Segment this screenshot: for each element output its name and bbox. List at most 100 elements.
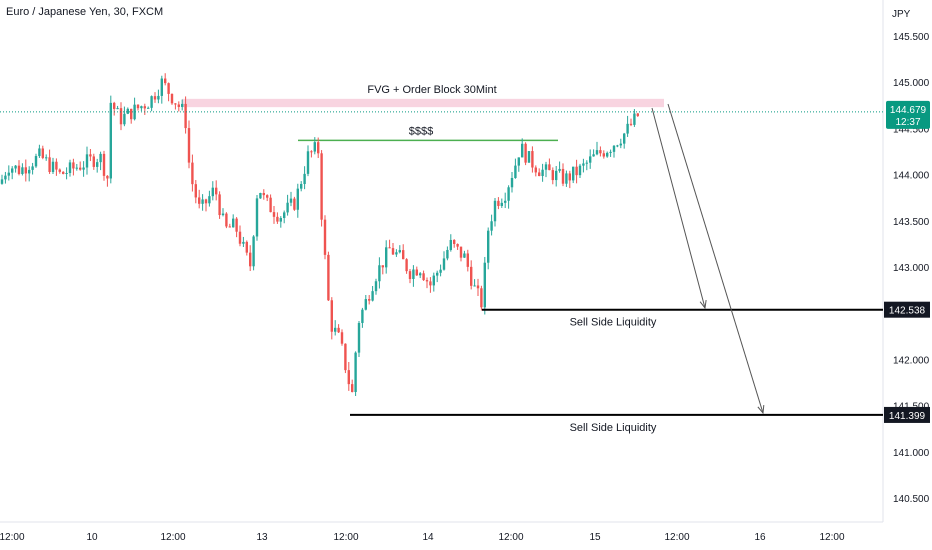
candle-body[interactable]	[150, 96, 153, 108]
candle-body[interactable]	[143, 106, 146, 109]
candle-body[interactable]	[510, 177, 514, 188]
candle-body[interactable]	[96, 162, 99, 167]
candle-body[interactable]	[340, 332, 344, 344]
candle-body[interactable]	[41, 148, 44, 158]
candle-body[interactable]	[368, 299, 371, 301]
candle-body[interactable]	[425, 280, 429, 282]
candle-body[interactable]	[572, 166, 575, 181]
candle-body[interactable]	[446, 249, 449, 259]
candle-body[interactable]	[92, 156, 95, 167]
candle-body[interactable]	[99, 153, 102, 163]
candle-body[interactable]	[262, 192, 265, 196]
candle-body[interactable]	[548, 164, 551, 171]
candle-body[interactable]	[266, 195, 269, 198]
candle-body[interactable]	[252, 236, 255, 267]
candle-body[interactable]	[75, 167, 78, 169]
candle-body[interactable]	[153, 96, 157, 100]
candle-body[interactable]	[408, 271, 412, 279]
candle-body[interactable]	[232, 218, 235, 228]
candle-body[interactable]	[344, 343, 347, 371]
candle-body[interactable]	[419, 273, 422, 276]
candle-body[interactable]	[272, 212, 276, 217]
candle-body[interactable]	[184, 103, 187, 129]
candle-body[interactable]	[249, 252, 252, 267]
candle-body[interactable]	[283, 212, 286, 219]
candle-body[interactable]	[126, 108, 129, 114]
candle-body[interactable]	[374, 281, 378, 292]
candle-body[interactable]	[429, 281, 432, 286]
candle-body[interactable]	[303, 173, 306, 185]
candle-body[interactable]	[28, 169, 31, 174]
candle-body[interactable]	[31, 166, 34, 170]
candle-body[interactable]	[456, 243, 459, 247]
candle-body[interactable]	[415, 269, 418, 276]
candle-body[interactable]	[55, 161, 58, 170]
candle-body[interactable]	[45, 157, 48, 159]
candle-body[interactable]	[187, 128, 191, 163]
candle-body[interactable]	[147, 107, 150, 109]
candle-body[interactable]	[24, 167, 27, 174]
candle-body[interactable]	[221, 213, 225, 216]
candle-body[interactable]	[11, 168, 14, 173]
candle-body[interactable]	[119, 108, 123, 125]
candle-body[interactable]	[402, 250, 405, 260]
candle-body[interactable]	[480, 288, 483, 308]
candle-body[interactable]	[181, 103, 184, 107]
candle-body[interactable]	[113, 102, 116, 109]
candle-body[interactable]	[293, 198, 296, 210]
candle-body[interactable]	[177, 104, 180, 107]
candle-body[interactable]	[436, 272, 439, 276]
candle-body[interactable]	[130, 108, 133, 120]
candle-body[interactable]	[612, 145, 616, 152]
candle-body[interactable]	[62, 171, 65, 174]
candle-body[interactable]	[225, 213, 228, 227]
candle-body[interactable]	[228, 226, 231, 228]
candle-body[interactable]	[381, 265, 384, 268]
candle-body[interactable]	[51, 161, 55, 172]
candle-body[interactable]	[623, 133, 626, 144]
candle-body[interactable]	[364, 299, 367, 310]
candle-body[interactable]	[636, 113, 639, 116]
candle-body[interactable]	[286, 202, 289, 213]
candle-body[interactable]	[385, 247, 388, 268]
candle-body[interactable]	[296, 188, 299, 210]
candle-body[interactable]	[561, 168, 565, 184]
candle-body[interactable]	[391, 248, 395, 255]
candle-body[interactable]	[337, 327, 340, 333]
candle-body[interactable]	[323, 219, 327, 255]
candle-body[interactable]	[160, 78, 163, 96]
candle-body[interactable]	[320, 153, 323, 220]
candle-body[interactable]	[538, 172, 541, 177]
candle-body[interactable]	[432, 275, 435, 286]
candle-body[interactable]	[170, 93, 174, 104]
candle-body[interactable]	[606, 152, 609, 157]
candle-body[interactable]	[422, 273, 425, 281]
candle-body[interactable]	[405, 259, 408, 272]
candle-body[interactable]	[442, 258, 446, 270]
candle-body[interactable]	[609, 151, 612, 153]
candle-body[interactable]	[398, 250, 401, 253]
candle-body[interactable]	[476, 285, 480, 289]
candle-body[interactable]	[269, 197, 272, 213]
candle-body[interactable]	[527, 151, 531, 163]
candle-body[interactable]	[483, 262, 486, 308]
candle-body[interactable]	[544, 164, 548, 170]
candle-body[interactable]	[7, 172, 10, 176]
candle-body[interactable]	[463, 253, 466, 258]
candle-body[interactable]	[327, 254, 330, 301]
candle-body[interactable]	[85, 154, 89, 168]
candle-body[interactable]	[317, 142, 320, 154]
candle-body[interactable]	[245, 241, 248, 253]
candle-body[interactable]	[453, 239, 456, 244]
candle-body[interactable]	[82, 167, 85, 170]
candle-body[interactable]	[34, 156, 38, 167]
candle-body[interactable]	[72, 162, 75, 169]
candle-body[interactable]	[48, 157, 51, 172]
candle-body[interactable]	[500, 202, 503, 206]
candle-body[interactable]	[300, 184, 303, 189]
candle-body[interactable]	[521, 143, 524, 158]
candle-body[interactable]	[198, 197, 201, 204]
candle-body[interactable]	[517, 157, 520, 166]
candle-body[interactable]	[541, 169, 544, 177]
candle-body[interactable]	[589, 156, 592, 163]
